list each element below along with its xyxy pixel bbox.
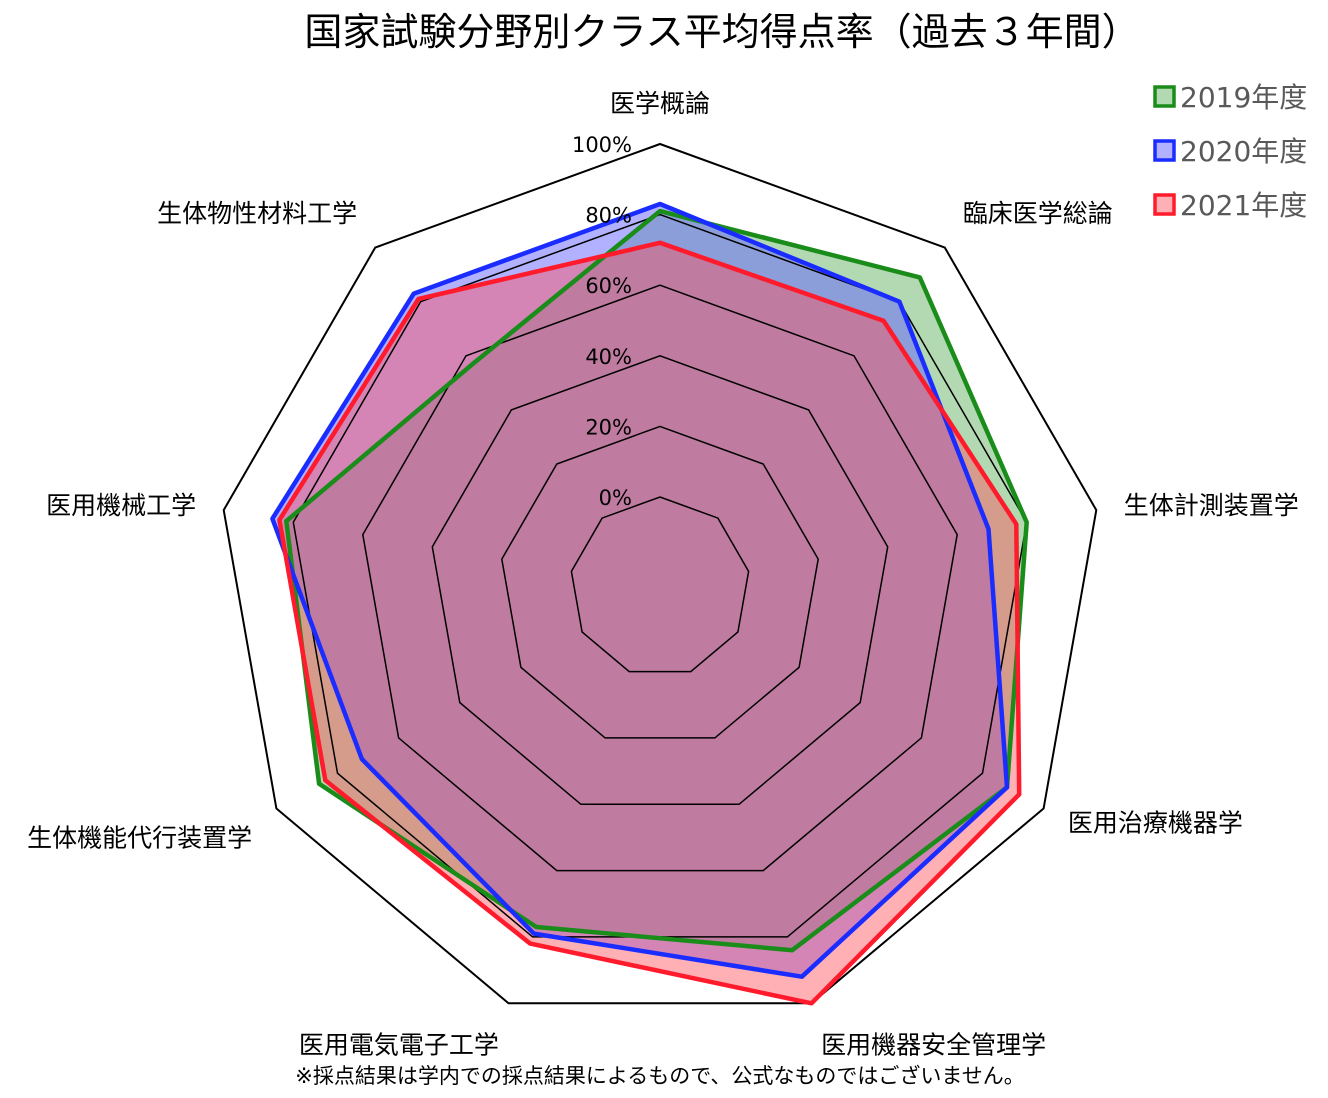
tick-label: 60% (585, 274, 632, 298)
outer-grid (222, 142, 1098, 1005)
series-line-2 (277, 240, 1022, 1006)
axis-label: 医学概論 (610, 89, 710, 118)
series-area-2 (279, 242, 1020, 1004)
tick-label: 40% (585, 345, 632, 369)
legend-swatch (1153, 85, 1176, 108)
axis-label: 生体機能代行装置学 (27, 824, 252, 853)
chart-title: 国家試験分野別クラス平均得点率（過去３年間） (304, 10, 1139, 54)
series-areas (272, 204, 1027, 1004)
legend-swatch (1153, 139, 1176, 162)
axis-label: 医用機械工学 (46, 491, 196, 520)
tick-label: 0% (599, 486, 632, 510)
series-lines (270, 201, 1029, 1006)
grid-ring-40 (431, 355, 889, 806)
legend-label: 2021年度 (1180, 189, 1307, 222)
legend-label: 2020年度 (1180, 135, 1307, 168)
axis-label: 生体計測装置学 (1124, 491, 1299, 520)
axis-label: 医用機器安全管理学 (821, 1031, 1046, 1060)
tick-labels: 0% 20% 40% 60% 80% 100% (572, 133, 632, 510)
series-area-1 (272, 204, 1007, 977)
tick-label: 20% (585, 415, 632, 439)
legend-swatch (1153, 193, 1176, 216)
axis-label: 臨床医学総論 (963, 199, 1113, 228)
axis-label: 生体物性材料工学 (157, 199, 357, 228)
grid-ring-20 (501, 425, 819, 739)
grid-ring-0 (570, 496, 750, 673)
grid-ring-100 (222, 142, 1098, 1005)
tick-label: 80% (585, 204, 632, 228)
legend-label: 2019年度 (1180, 81, 1307, 114)
axis-label: 医用電気電子工学 (299, 1031, 499, 1060)
axis-label: 医用治療機器学 (1068, 809, 1243, 838)
series-line-0 (284, 208, 1029, 953)
legend: 2019年度 2020年度 2021年度 (1153, 81, 1307, 222)
tick-label: 100% (572, 133, 632, 157)
footnote: ※採点結果は学内での採点結果によるもので、公式なものではございません。 (295, 1064, 1025, 1088)
grid-ring-60 (362, 284, 958, 872)
